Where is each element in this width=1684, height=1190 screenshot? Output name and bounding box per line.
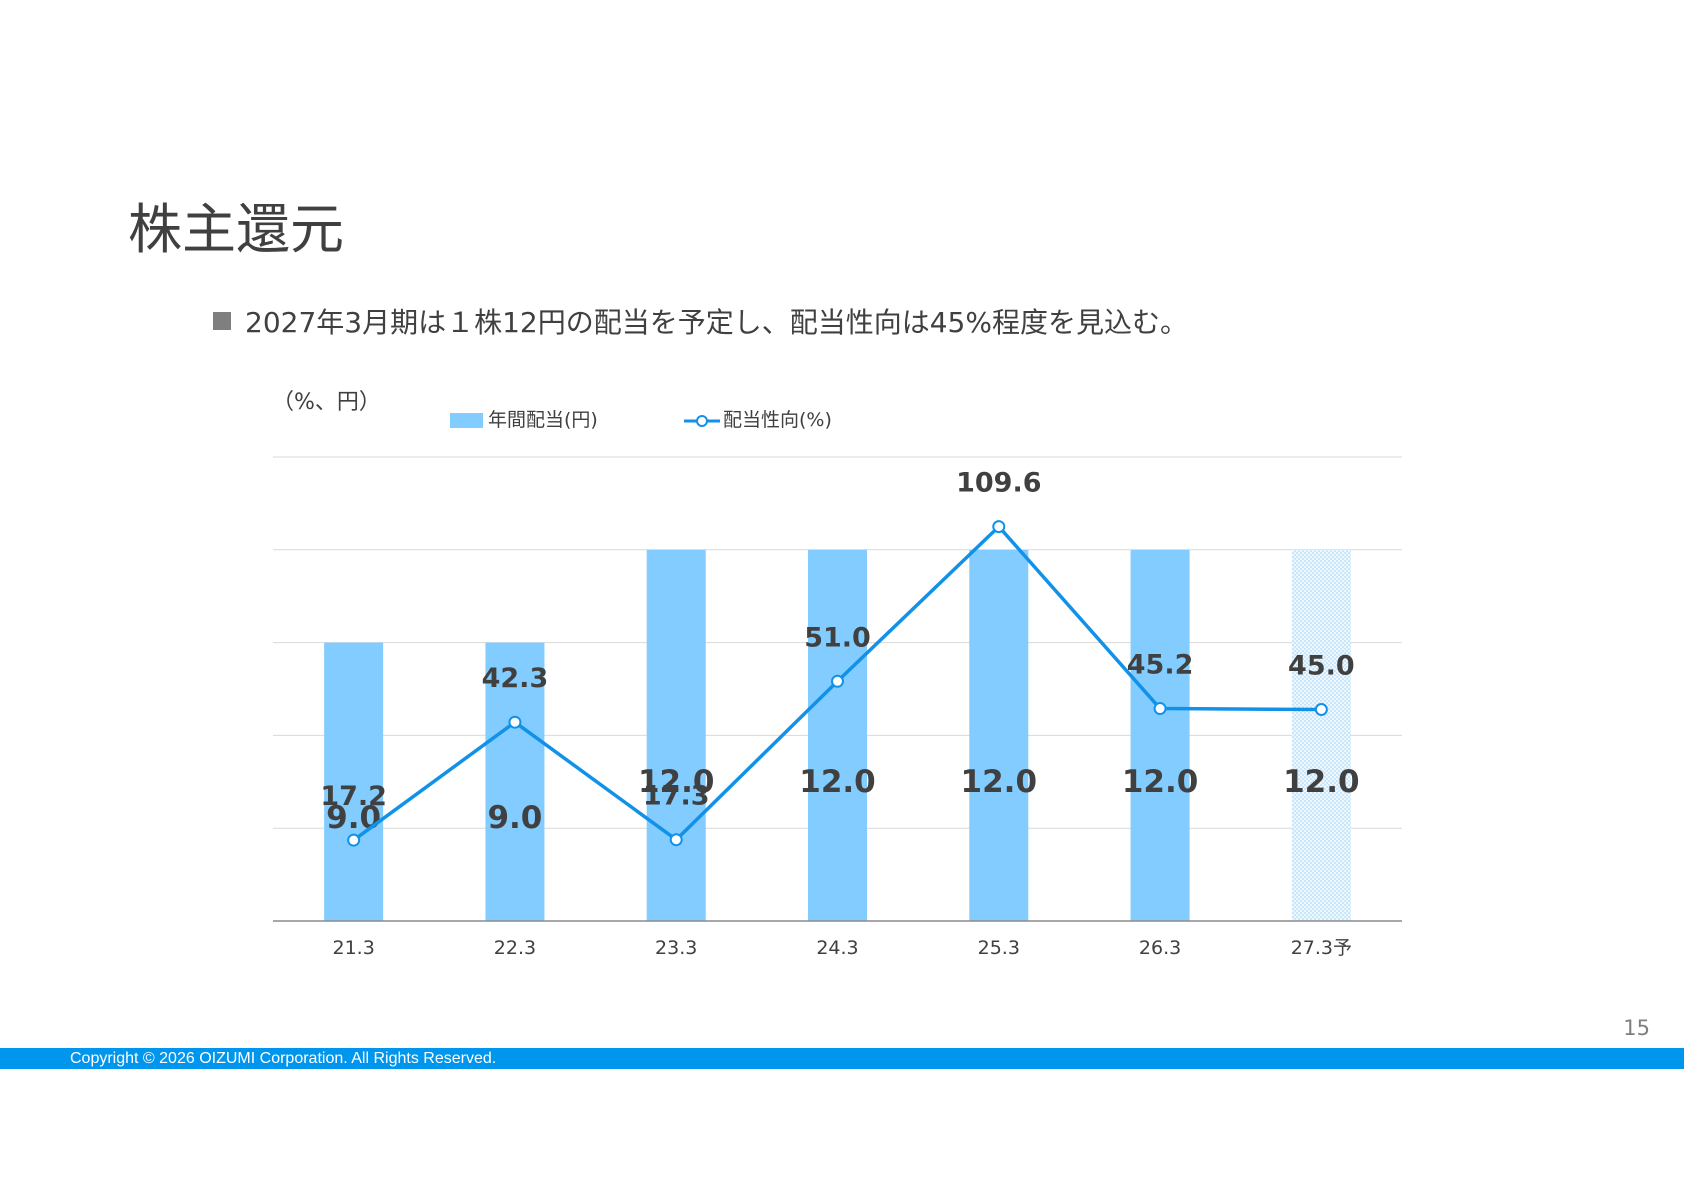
x-tick-label: 21.3 <box>332 937 374 959</box>
dividend-chart: 9.0 9.0 12.0 12.0 12.0 12.0 12.0 17.2 42.3 17.3 5… <box>272 390 1402 959</box>
payout-point-24.3 <box>831 674 844 688</box>
bar-21.3 <box>324 642 384 921</box>
x-tick-label: 23.3 <box>655 937 697 959</box>
payout-value-label: 17.3 <box>643 781 710 812</box>
payout-point-21.3 <box>347 833 361 847</box>
bar-26.3 <box>1130 549 1190 921</box>
payout-point-23.3 <box>669 833 683 847</box>
payout-value-label: 17.2 <box>320 781 387 812</box>
payout-value-label: 109.6 <box>956 468 1041 499</box>
legend-line-marker <box>696 415 708 427</box>
footer-bar <box>0 1048 1684 1069</box>
summary-bullet: 2027年3月期は１株12円の配当を予定し、配当性向は45%程度を見込む。 <box>213 301 1188 341</box>
x-tick-label: 24.3 <box>816 937 858 959</box>
summary-text: 2027年3月期は１株12円の配当を予定し、配当性向は45%程度を見込む。 <box>245 306 1188 339</box>
bar-24.3 <box>808 549 867 921</box>
payout-value-label: 51.0 <box>804 622 871 653</box>
bar-23.3 <box>646 549 706 921</box>
bar-27.3予 <box>1291 549 1351 921</box>
page-number: 15 <box>1623 1016 1650 1040</box>
page-title: 株主還元 <box>128 198 344 261</box>
x-tick-label: 27.3予 <box>1291 937 1352 959</box>
bar-value-label: 12.0 <box>961 764 1038 800</box>
payout-point-22.3 <box>508 715 522 729</box>
bar-value-label: 12.0 <box>799 764 876 800</box>
payout-value-label: 45.0 <box>1288 651 1355 682</box>
bar-value-label: 12.0 <box>1283 764 1360 800</box>
legend-bar-label: 年間配当(円) <box>488 409 598 431</box>
bar-22.3 <box>485 642 545 921</box>
bar-value-label: 12.0 <box>1122 764 1199 800</box>
legend: 年間配当(円) 配当性向(%) <box>450 409 832 431</box>
square-bullet-icon <box>213 312 231 330</box>
bar-value-label: 12.0 <box>638 764 715 800</box>
unit-label: （%、円） <box>272 390 381 415</box>
payout-value-label: 42.3 <box>482 663 549 694</box>
payout-value-label: 45.2 <box>1127 650 1194 681</box>
payout-point-26.3 <box>1153 702 1167 716</box>
payout-point-25.3 <box>992 520 1006 534</box>
payout-point-27.3予 <box>1314 703 1328 716</box>
bar-value-label: 9.0 <box>487 800 542 836</box>
bar-25.3 <box>969 549 1029 921</box>
legend-line-label: 配当性向(%) <box>723 409 832 431</box>
legend-bar-swatch <box>450 413 483 428</box>
x-tick-label: 26.3 <box>1139 937 1181 959</box>
copyright-text: Copyright © 2026 OIZUMI Corporation. All… <box>70 1050 497 1067</box>
x-tick-label: 25.3 <box>978 937 1020 959</box>
x-tick-label: 22.3 <box>494 937 536 959</box>
bar-value-label: 9.0 <box>326 800 381 836</box>
